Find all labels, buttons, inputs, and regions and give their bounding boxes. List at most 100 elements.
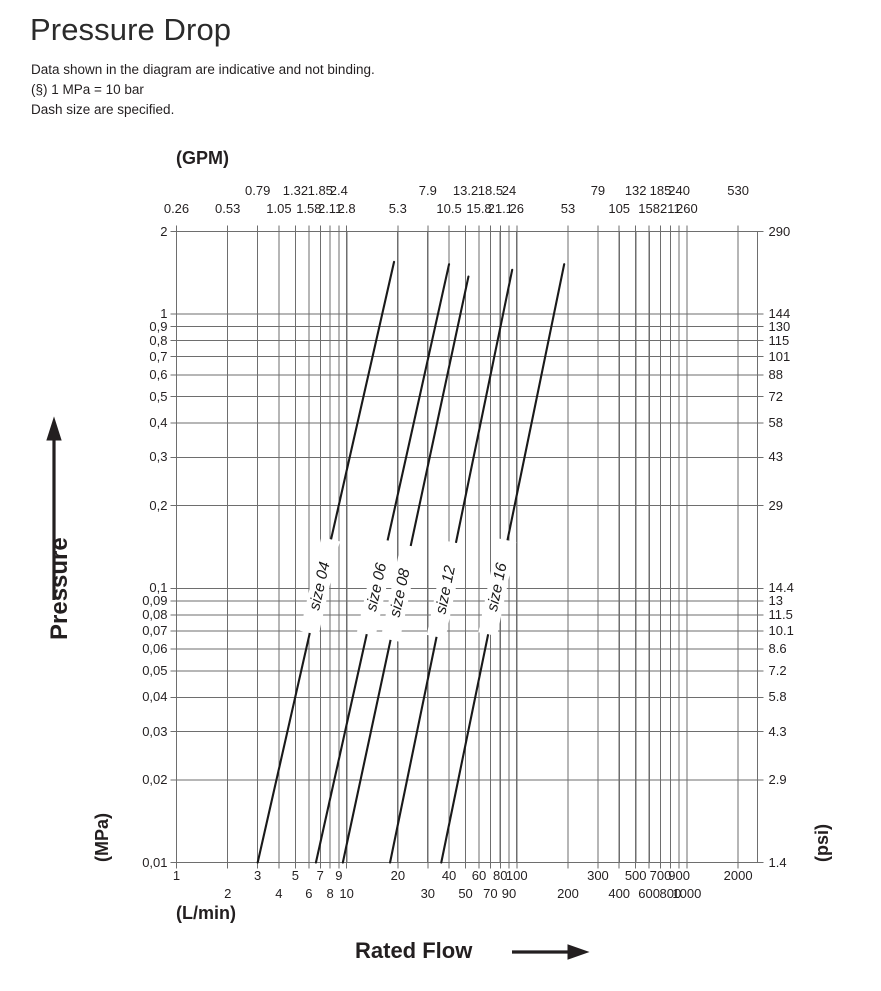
gpm-tick-top-240: 240 [668,183,690,198]
gpm-tick-bottom-2.11: 2.11 [317,201,343,216]
lmin-tick-bottom-400: 400 [608,886,631,901]
psi-tick-10-1: 10.1 [768,622,794,638]
lmin-tick-bottom-200: 200 [557,886,579,901]
lmin-tick-bottom-70: 70 [483,886,498,901]
note-line-1: Data shown in the diagram are indicative… [31,62,375,77]
psi-tick-5-8: 5.8 [768,689,787,705]
gpm-tick-top-530: 530 [727,183,749,198]
psi-tick-4-3: 4.3 [768,723,787,739]
axis-arrows [46,416,590,960]
lmin-tick-bottom-2: 2 [224,886,232,901]
gpm-tick-top-132: 132 [624,183,647,198]
mpa-tick-0-9: 0,9 [149,318,168,334]
psi-tick-8-6: 8.6 [768,641,787,657]
lmin-tick-bottom-600: 600 [638,886,660,901]
lmin-tick-top-80: 80 [493,868,508,883]
psi-tick-144: 144 [768,306,791,322]
top-axis-unit-label: (GPM) [176,148,229,168]
gpm-tick-top-18.5: 18.5 [477,183,504,198]
lmin-tick-top-2000: 2000 [723,868,753,883]
lmin-tick-top-100: 100 [505,868,528,883]
psi-tick-130: 130 [768,318,791,334]
note-line-2: (§) 1 MPa = 10 bar [31,82,144,97]
left-axis-ticks [170,231,177,863]
lmin-tick-top-300: 300 [587,868,609,883]
mpa-tick-0-07: 0,07 [142,622,168,638]
lmin-tick-top-40: 40 [441,868,457,883]
mpa-tick-0-2: 0,2 [149,497,168,513]
gpm-tick-bottom-5.3: 5.3 [388,201,407,216]
lmin-tick-bottom-4: 4 [275,886,283,901]
gpm-tick-bottom-26: 26 [509,201,524,216]
lmin-tick-top-60: 60 [471,868,487,883]
gpm-tick-top-13.2: 13.2 [452,183,479,198]
mpa-tick-0-3: 0,3 [149,449,168,465]
lmin-tick-bottom-10: 10 [339,886,354,901]
gpm-tick-bottom-21.1: 21.1 [487,201,513,216]
gpm-tick-top-79: 79 [590,183,606,198]
curve-label-size-16: size 16 [478,538,517,637]
gpm-tick-top-1.32: 1.32 [282,183,309,198]
gpm-tick-top-0.79: 0.79 [245,183,271,198]
gpm-tick-bottom-211: 211 [660,201,681,216]
page-title: Pressure Drop [30,12,232,47]
curve-label-size-12: size 12 [426,540,465,639]
psi-tick-101: 101 [768,348,791,364]
right-axis-unit-label: (psi) [812,824,832,862]
gpm-tick-top-24: 24 [501,183,517,198]
lmin-tick-top-500: 500 [624,868,647,883]
lmin-tick-top-20: 20 [390,868,406,883]
gpm-tick-bottom-158: 158 [638,201,660,216]
gpm-tick-top-1.85: 1.85 [307,183,333,198]
psi-tick-2-9: 2.9 [768,771,787,787]
notes-block: Data shown in the diagram are indicative… [31,60,375,120]
gpm-tick-bottom-15.8: 15.8 [466,201,492,216]
psi-tick-43: 43 [768,449,783,465]
x-axis-title: Rated Flow [355,938,473,963]
gpm-tick-bottom-0.53: 0.53 [215,201,241,216]
mpa-tick-0-5: 0,5 [149,388,168,404]
psi-tick-13: 13 [768,592,783,608]
lmin-tick-top-1: 1 [172,868,181,883]
mpa-tick-0-06: 0,06 [142,641,168,657]
gpm-tick-top-2.4: 2.4 [329,183,348,198]
mpa-tick-0-03: 0,03 [142,723,168,739]
lmin-tick-bottom-90: 90 [501,886,517,901]
psi-tick-58: 58 [768,415,783,431]
bottom-axis-unit-label: (L/min) [176,903,236,923]
psi-tick-88: 88 [768,366,783,382]
mpa-tick-0-1: 0,1 [149,580,168,596]
lmin-tick-bottom-30: 30 [420,886,436,901]
psi-tick-290: 290 [768,223,791,239]
gpm-tick-bottom-260: 260 [676,201,698,216]
psi-tick-72: 72 [768,388,783,404]
lmin-tick-top-900: 900 [668,868,690,883]
y-axis-title: Pressure [46,537,73,640]
mpa-tick-0-8: 0,8 [149,332,168,348]
psi-tick-1-4: 1.4 [768,854,787,870]
plot-frame [175,230,759,864]
mpa-tick-2: 2 [160,223,168,239]
right-axis-ticks [757,231,764,863]
lmin-tick-bottom-8: 8 [326,886,334,901]
gpm-tick-bottom-2.8: 2.8 [337,201,356,216]
psi-tick-11-5: 11.5 [768,606,793,622]
psi-tick-14-4: 14.4 [768,580,794,596]
mpa-tick-0-02: 0,02 [142,771,168,787]
mpa-tick-0-6: 0,6 [149,366,168,382]
lmin-tick-top-700: 700 [649,868,672,883]
mpa-tick-0-08: 0,08 [142,606,168,622]
lmin-tick-bottom-6: 6 [305,886,313,901]
left-axis-unit-label: (MPa) [92,813,112,862]
psi-tick-115: 115 [768,332,790,348]
gpm-tick-bottom-105: 105 [608,201,631,216]
psi-tick-7-2: 7.2 [768,662,787,678]
gpm-tick-top-7.9: 7.9 [418,183,437,198]
top-axis-ticks [176,225,739,232]
mpa-tick-1: 1 [160,306,168,322]
lmin-tick-top-3: 3 [254,868,262,883]
horizontal-gridlines [176,313,758,781]
note-line-3: Dash size are specified. [31,102,175,117]
